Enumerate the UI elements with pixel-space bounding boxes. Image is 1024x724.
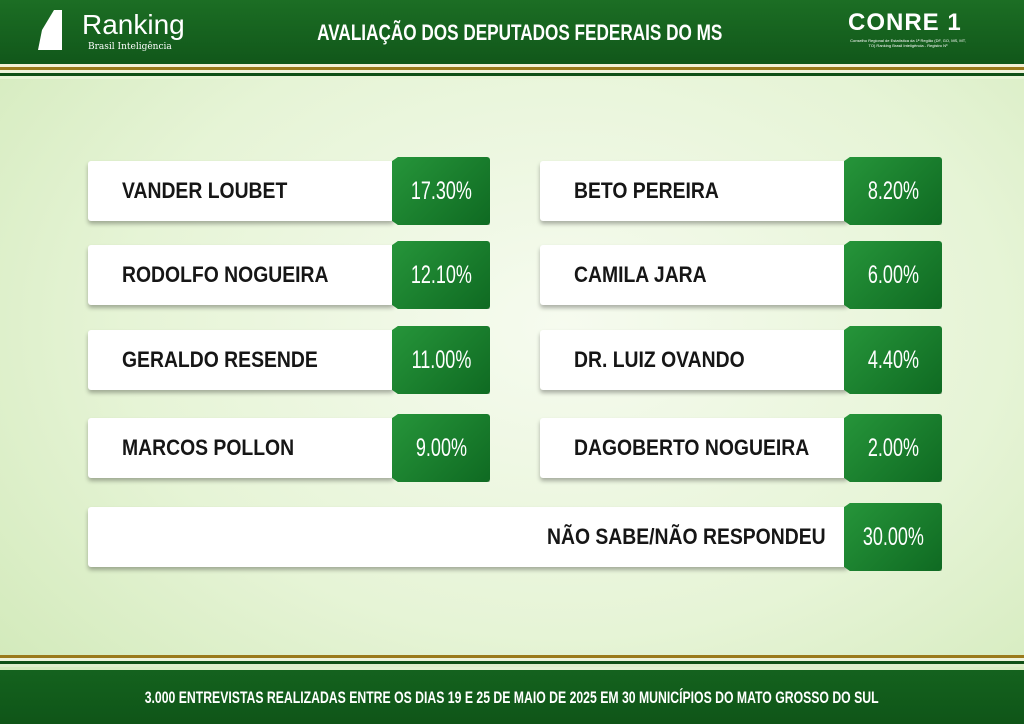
candidate-name: NÃO SABE/NÃO RESPONDEU [88, 507, 848, 567]
candidate-name: DR. LUIZ OVANDO [540, 330, 848, 390]
conre-fine-print: Conselho Regional de Estatística da 1ª R… [850, 38, 966, 48]
candidate-name: DAGOBERTO NOGUEIRA [540, 418, 848, 478]
result-card: GERALDO RESENDE 11.00% [88, 326, 490, 394]
percentage-value: 4.40% [867, 345, 919, 374]
percentage-value: 30.00% [862, 522, 924, 551]
percentage-badge: 30.00% [844, 503, 942, 571]
header-bar: Ranking Brasil Inteligência AVALIAÇÃO DO… [0, 0, 1024, 64]
result-card: NÃO SABE/NÃO RESPONDEU 30.00% [88, 503, 942, 571]
result-card: CAMILA JARA 6.00% [540, 241, 942, 309]
survey-note: 3.000 ENTREVISTAS REALIZADAS ENTRE OS DI… [145, 688, 879, 707]
candidate-name: GERALDO RESENDE [88, 330, 394, 390]
conre-logo-text: CONRE 1 [848, 9, 962, 36]
percentage-value: 17.30% [410, 176, 472, 205]
percentage-value: 12.10% [410, 260, 472, 289]
conre-logo: CONRE 1 Conselho Regional de Estatística… [848, 9, 968, 49]
candidate-name-text: CAMILA JARA [574, 262, 707, 287]
candidate-name-text: DAGOBERTO NOGUEIRA [574, 435, 810, 460]
page-title-wrap: AVALIAÇÃO DOS DEPUTADOS FEDERAIS DO MS [260, 20, 764, 46]
ranking-logo: Ranking Brasil Inteligência [38, 6, 188, 58]
percentage-badge: 11.00% [392, 326, 490, 394]
candidate-name: MARCOS POLLON [88, 418, 394, 478]
percentage-value: 2.00% [867, 433, 919, 462]
candidate-name-text: VANDER LOUBET [122, 178, 288, 203]
percentage-value: 9.00% [415, 433, 467, 462]
ranking-logo-icon [38, 10, 62, 50]
candidate-name: CAMILA JARA [540, 245, 848, 305]
candidate-name: VANDER LOUBET [88, 161, 394, 221]
candidate-name-text: BETO PEREIRA [574, 178, 719, 203]
candidate-name-text: RODOLFO NOGUEIRA [122, 262, 329, 287]
result-card: DR. LUIZ OVANDO 4.40% [540, 326, 942, 394]
candidate-name: RODOLFO NOGUEIRA [88, 245, 394, 305]
percentage-value: 11.00% [411, 345, 471, 374]
percentage-badge: 2.00% [844, 414, 942, 482]
result-card: RODOLFO NOGUEIRA 12.10% [88, 241, 490, 309]
page-title: AVALIAÇÃO DOS DEPUTADOS FEDERAIS DO MS [317, 20, 723, 45]
result-card: VANDER LOUBET 17.30% [88, 157, 490, 225]
result-card: MARCOS POLLON 9.00% [88, 414, 490, 482]
percentage-value: 6.00% [867, 260, 919, 289]
candidate-name-text: MARCOS POLLON [122, 435, 295, 460]
percentage-badge: 4.40% [844, 326, 942, 394]
header-stripes [0, 64, 1024, 79]
candidate-name-text: DR. LUIZ OVANDO [574, 347, 745, 372]
percentage-badge: 6.00% [844, 241, 942, 309]
logo-text: Ranking [82, 9, 185, 40]
candidate-name-text: NÃO SABE/NÃO RESPONDEU [547, 524, 826, 549]
result-card: BETO PEREIRA 8.20% [540, 157, 942, 225]
footer-bar: 3.000 ENTREVISTAS REALIZADAS ENTRE OS DI… [0, 670, 1024, 724]
logo-subtitle: Brasil Inteligência [88, 42, 172, 52]
footer-stripes [0, 655, 1024, 667]
percentage-badge: 12.10% [392, 241, 490, 309]
percentage-badge: 8.20% [844, 157, 942, 225]
percentage-badge: 17.30% [392, 157, 490, 225]
percentage-badge: 9.00% [392, 414, 490, 482]
percentage-value: 8.20% [867, 176, 919, 205]
result-card: DAGOBERTO NOGUEIRA 2.00% [540, 414, 942, 482]
candidate-name-text: GERALDO RESENDE [122, 347, 318, 372]
candidate-name: BETO PEREIRA [540, 161, 848, 221]
